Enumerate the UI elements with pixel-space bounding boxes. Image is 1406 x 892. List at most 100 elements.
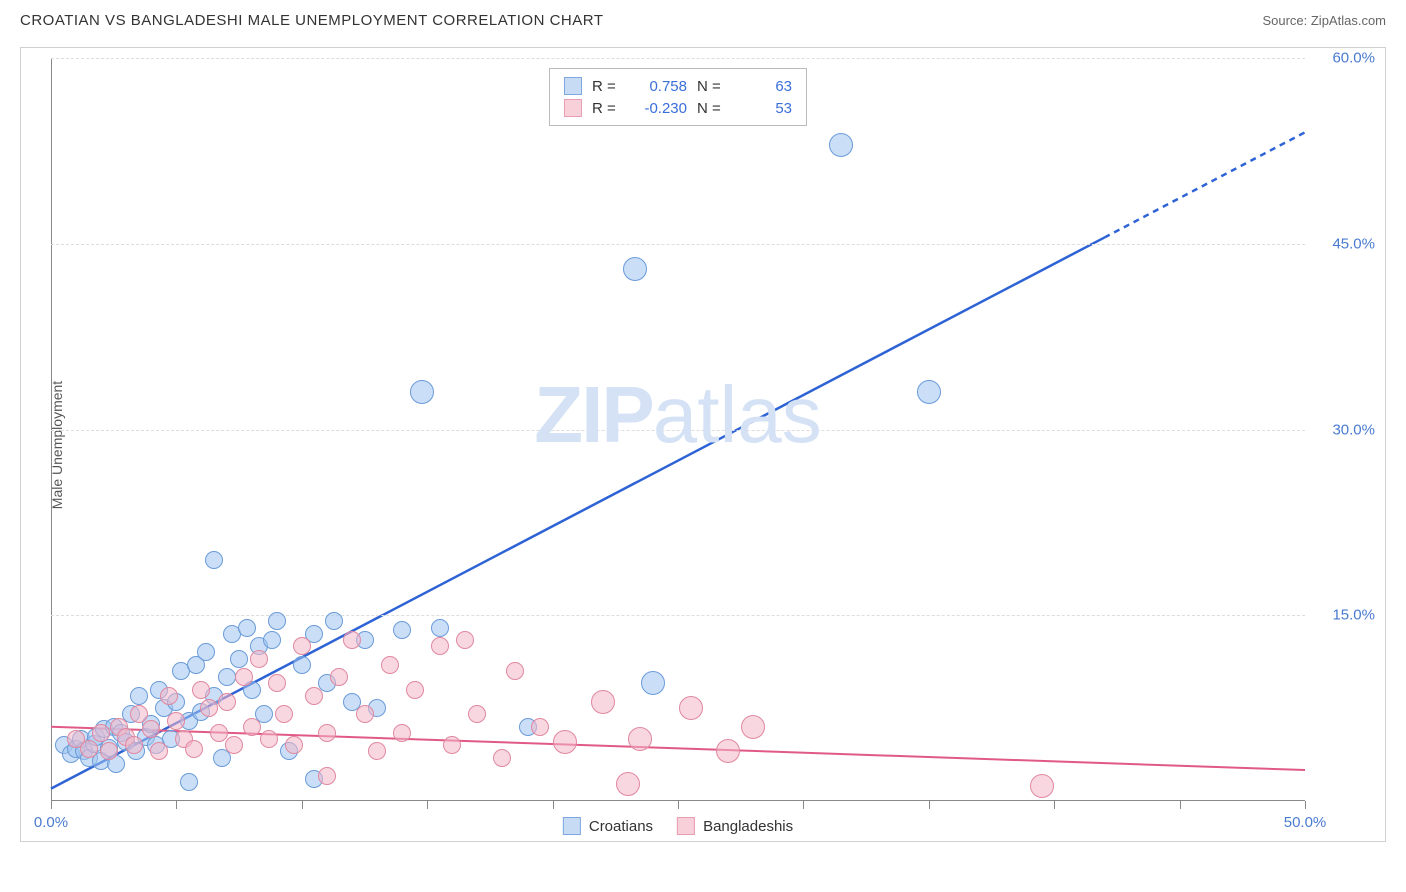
data-point — [200, 699, 218, 717]
x-tick — [929, 801, 930, 809]
data-point — [293, 637, 311, 655]
legend-row-bangladeshis: R = -0.230 N = 53 — [564, 97, 792, 119]
y-tick-label: 30.0% — [1332, 421, 1375, 438]
x-tick — [176, 801, 177, 809]
data-point — [275, 705, 293, 723]
data-point — [456, 631, 474, 649]
data-point — [243, 718, 261, 736]
swatch-icon — [677, 817, 695, 835]
data-point — [741, 715, 765, 739]
data-point — [218, 693, 236, 711]
data-point — [406, 681, 424, 699]
data-point — [225, 736, 243, 754]
data-point — [230, 650, 248, 668]
data-point — [330, 668, 348, 686]
gridline — [51, 615, 1305, 616]
data-point — [268, 612, 286, 630]
data-point — [628, 727, 652, 751]
data-point — [679, 696, 703, 720]
swatch-icon — [564, 99, 582, 117]
data-point — [180, 773, 198, 791]
plot-area: ZIPatlas R = 0.758 N = 63 R = -0.230 N =… — [51, 58, 1305, 801]
data-point — [160, 687, 178, 705]
data-point — [716, 739, 740, 763]
legend-item-bangladeshis: Bangladeshis — [677, 817, 793, 835]
data-point — [1030, 774, 1054, 798]
x-tick-label: 0.0% — [34, 814, 68, 831]
correlation-legend: R = 0.758 N = 63 R = -0.230 N = 53 — [549, 68, 807, 126]
data-point — [130, 687, 148, 705]
data-point — [468, 705, 486, 723]
series-legend: Croatians Bangladeshis — [563, 817, 793, 835]
data-point — [393, 621, 411, 639]
x-tick — [803, 801, 804, 809]
data-point — [591, 690, 615, 714]
data-point — [368, 742, 386, 760]
x-tick — [678, 801, 679, 809]
data-point — [623, 257, 647, 281]
y-tick-label: 45.0% — [1332, 235, 1375, 252]
data-point — [167, 712, 185, 730]
data-point — [210, 724, 228, 742]
data-point — [197, 643, 215, 661]
data-point — [268, 674, 286, 692]
data-point — [431, 637, 449, 655]
data-point — [829, 133, 853, 157]
x-tick — [1180, 801, 1181, 809]
x-tick — [302, 801, 303, 809]
chart-title: CROATIAN VS BANGLADESHI MALE UNEMPLOYMEN… — [20, 12, 604, 29]
y-tick-label: 15.0% — [1332, 607, 1375, 624]
legend-row-croatians: R = 0.758 N = 63 — [564, 75, 792, 97]
data-point — [506, 662, 524, 680]
y-tick-label: 60.0% — [1332, 50, 1375, 67]
gridline — [51, 58, 1305, 59]
data-point — [343, 631, 361, 649]
data-point — [393, 724, 411, 742]
data-point — [263, 631, 281, 649]
data-point — [493, 749, 511, 767]
data-point — [92, 724, 110, 742]
data-point — [285, 736, 303, 754]
data-point — [553, 730, 577, 754]
data-point — [185, 740, 203, 758]
data-point — [917, 380, 941, 404]
data-point — [100, 742, 118, 760]
data-point — [142, 720, 160, 738]
data-point — [410, 380, 434, 404]
x-tick — [51, 801, 52, 809]
x-tick — [427, 801, 428, 809]
gridline — [51, 430, 1305, 431]
chart-container: Male Unemployment ZIPatlas R = 0.758 N =… — [20, 47, 1386, 842]
data-point — [150, 742, 168, 760]
data-point — [125, 736, 143, 754]
x-tick — [1305, 801, 1306, 809]
data-point — [641, 671, 665, 695]
data-point — [443, 736, 461, 754]
source-label: Source: ZipAtlas.com — [1262, 13, 1386, 28]
data-point — [238, 619, 256, 637]
data-point — [235, 668, 253, 686]
x-tick-label: 50.0% — [1284, 814, 1327, 831]
data-point — [80, 740, 98, 758]
data-point — [293, 656, 311, 674]
x-tick — [553, 801, 554, 809]
data-point — [431, 619, 449, 637]
swatch-icon — [564, 77, 582, 95]
data-point — [381, 656, 399, 674]
data-point — [260, 730, 278, 748]
data-point — [192, 681, 210, 699]
data-point — [531, 718, 549, 736]
data-point — [616, 772, 640, 796]
data-point — [250, 650, 268, 668]
data-point — [318, 767, 336, 785]
legend-item-croatians: Croatians — [563, 817, 653, 835]
data-point — [325, 612, 343, 630]
gridline — [51, 244, 1305, 245]
data-point — [130, 705, 148, 723]
x-tick — [1054, 801, 1055, 809]
data-point — [356, 705, 374, 723]
swatch-icon — [563, 817, 581, 835]
data-point — [205, 551, 223, 569]
data-point — [305, 687, 323, 705]
data-point — [218, 668, 236, 686]
